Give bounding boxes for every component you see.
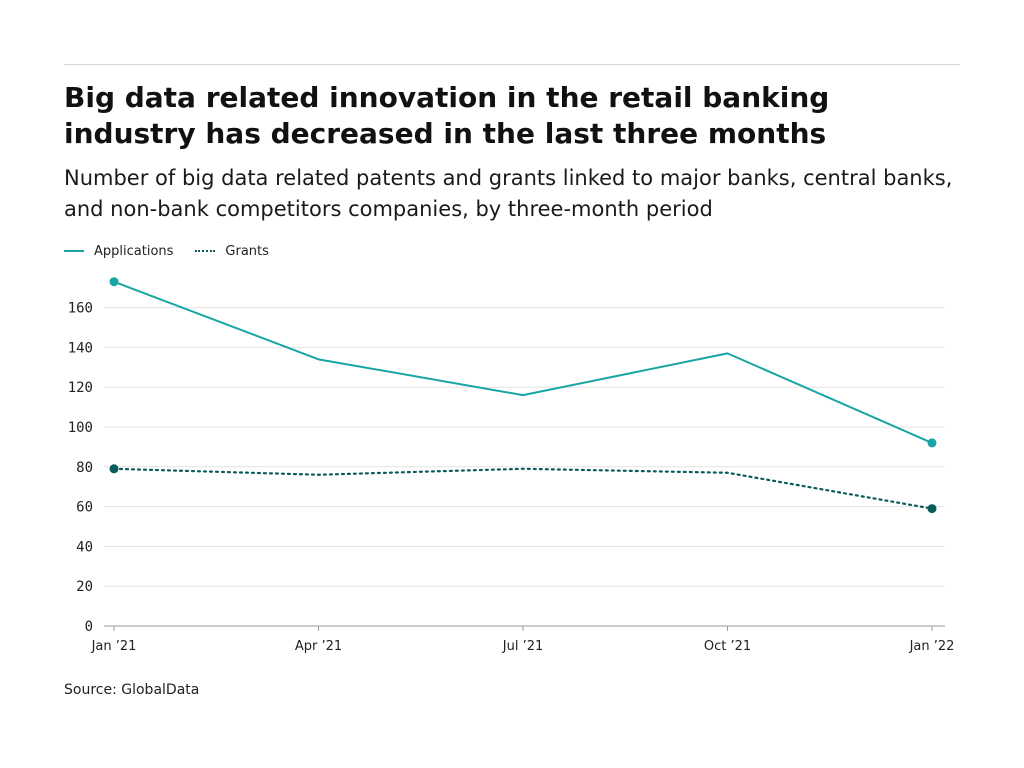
x-tick-label-1: Apr ’21 — [295, 639, 342, 654]
data-point-grants-4 — [927, 504, 937, 514]
legend-label-applications: Applications — [94, 243, 174, 259]
x-tick-label-0: Jan ’21 — [91, 639, 137, 654]
y-tick-label-80: 80 — [76, 460, 93, 476]
y-tick-label-120: 120 — [68, 380, 93, 396]
y-tick-label-60: 60 — [76, 500, 93, 516]
legend-item-applications: Applications — [64, 244, 173, 259]
x-tick-label-4: Jan ’22 — [909, 639, 955, 654]
chart-legend: Applications Grants — [64, 240, 291, 262]
data-point-grants-0 — [109, 464, 119, 474]
y-tick-label-140: 140 — [68, 340, 93, 356]
top-divider — [64, 64, 960, 65]
data-point-applications-0 — [109, 277, 119, 287]
chart-title: Big data related innovation in the retai… — [64, 81, 830, 150]
y-tick-label-40: 40 — [76, 539, 93, 555]
y-tick-label-100: 100 — [68, 420, 93, 436]
data-point-applications-4 — [927, 438, 937, 448]
legend-swatch-grants — [195, 250, 216, 252]
series-line-applications — [113, 280, 933, 444]
x-tick-label-2: Jul ’21 — [502, 639, 544, 654]
legend-item-grants: Grants — [195, 244, 269, 259]
source-note: Source: GlobalData — [64, 682, 200, 698]
x-tick-label-3: Oct ’21 — [704, 639, 751, 654]
chart-subtitle: Number of big data related patents and g… — [64, 166, 953, 221]
y-tick-label-160: 160 — [68, 301, 93, 317]
y-tick-label-20: 20 — [76, 579, 93, 595]
series-line-grants — [112, 467, 934, 510]
y-tick-label-0: 0 — [85, 619, 93, 635]
legend-swatch-applications — [64, 250, 84, 252]
legend-label-grants: Grants — [225, 243, 269, 259]
